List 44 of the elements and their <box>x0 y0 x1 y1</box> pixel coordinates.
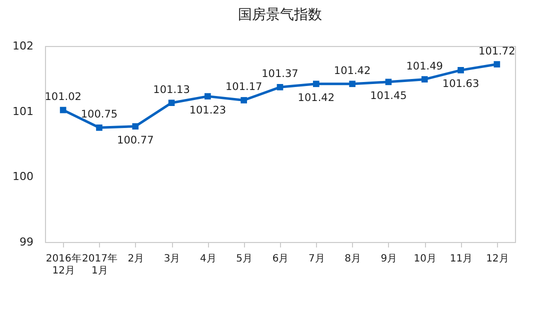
point <box>349 80 356 88</box>
x-tick-label: 7月 <box>308 254 325 264</box>
point <box>96 124 102 131</box>
chart-title: 国房景气指数 <box>238 7 322 23</box>
data-label: 101.23 <box>189 104 226 116</box>
y-tick-label: 101 <box>12 104 34 118</box>
x-tick-label: 4月 <box>200 254 216 264</box>
data-label: 101.45 <box>370 90 407 102</box>
point <box>204 93 211 100</box>
data-label: 101.42 <box>334 64 371 77</box>
point <box>276 84 284 90</box>
point <box>312 80 320 88</box>
data-label: 101.17 <box>225 81 262 94</box>
y-tick-label: 102 <box>12 40 34 52</box>
y-tick-label: 99 <box>20 236 34 248</box>
point <box>421 76 428 82</box>
data-label: 101.37 <box>262 68 298 80</box>
x-tick-label: 12月 <box>486 254 509 264</box>
data-label: 101.63 <box>442 78 480 90</box>
data-label: 101.02 <box>44 91 82 104</box>
x-tick-label: 3月 <box>164 254 180 264</box>
data-label: 101.72 <box>478 45 516 58</box>
x-tick-label: 2017年 1月 <box>82 252 118 276</box>
data-label: 100.77 <box>117 134 154 146</box>
x-tick-label: 10月 <box>414 254 436 264</box>
point <box>60 106 66 114</box>
data-label: 101.42 <box>298 92 335 104</box>
x-tick-label: 6月 <box>272 254 289 264</box>
data-label: 101.49 <box>406 60 443 72</box>
point <box>385 78 392 86</box>
x-tick-label: 2月 <box>128 254 144 264</box>
x-tick-label: 5月 <box>236 254 253 264</box>
x-tick-label: 2016年 12月 <box>46 252 82 276</box>
x-tick-label: 11月 <box>450 254 473 264</box>
point <box>168 100 175 106</box>
y-tick-label: 100 <box>12 170 34 184</box>
point <box>132 123 139 130</box>
x-tick-label: 8月 <box>344 254 361 264</box>
data-label: 100.75 <box>80 108 118 121</box>
x-tick-label: 9月 <box>380 254 398 264</box>
data-label: 101.13 <box>153 84 190 96</box>
point <box>494 61 500 68</box>
point <box>240 97 248 104</box>
point <box>458 67 464 74</box>
